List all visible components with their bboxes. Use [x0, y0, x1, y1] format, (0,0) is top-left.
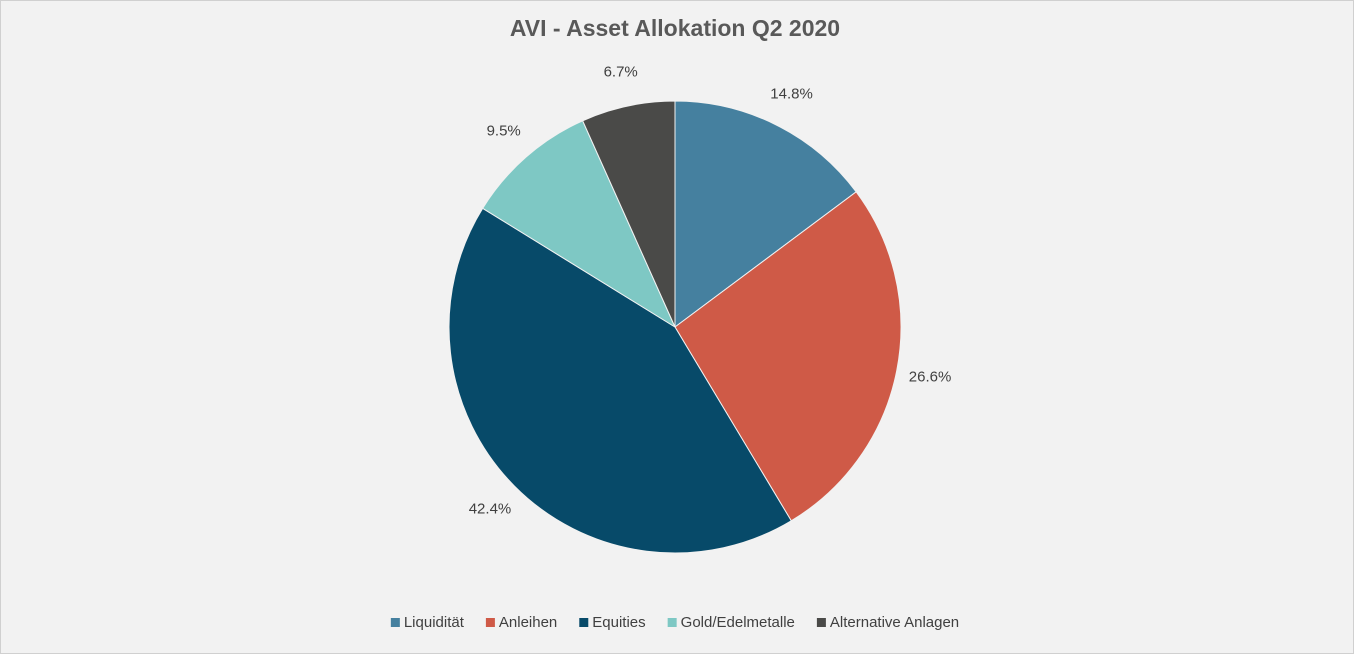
- legend-label: Alternative Anlagen: [830, 614, 959, 631]
- data-label: 9.5%: [487, 122, 521, 139]
- legend-label: Gold/Edelmetalle: [681, 614, 795, 631]
- legend-label: Liquidität: [404, 614, 465, 631]
- pie-slice: [581, 100, 676, 328]
- data-label: 26.6%: [909, 368, 952, 385]
- legend-label: Equities: [592, 614, 645, 631]
- data-label: 14.8%: [770, 86, 813, 103]
- legend-swatch: [816, 618, 826, 627]
- data-label: 6.7%: [604, 64, 638, 81]
- legend-swatch: [667, 618, 677, 627]
- data-label: 42.4%: [469, 501, 512, 518]
- legend-label: Anleihen: [499, 614, 557, 631]
- pie-slice: [674, 191, 902, 522]
- legend-swatch: [579, 618, 589, 627]
- chart-title: AVI - Asset Allokation Q2 2020: [510, 15, 840, 41]
- legend-swatch: [390, 618, 400, 627]
- pie-slice: [481, 120, 677, 329]
- pie-slice: [674, 100, 857, 328]
- legend-swatch: [485, 618, 495, 627]
- pie-slice: [448, 207, 792, 554]
